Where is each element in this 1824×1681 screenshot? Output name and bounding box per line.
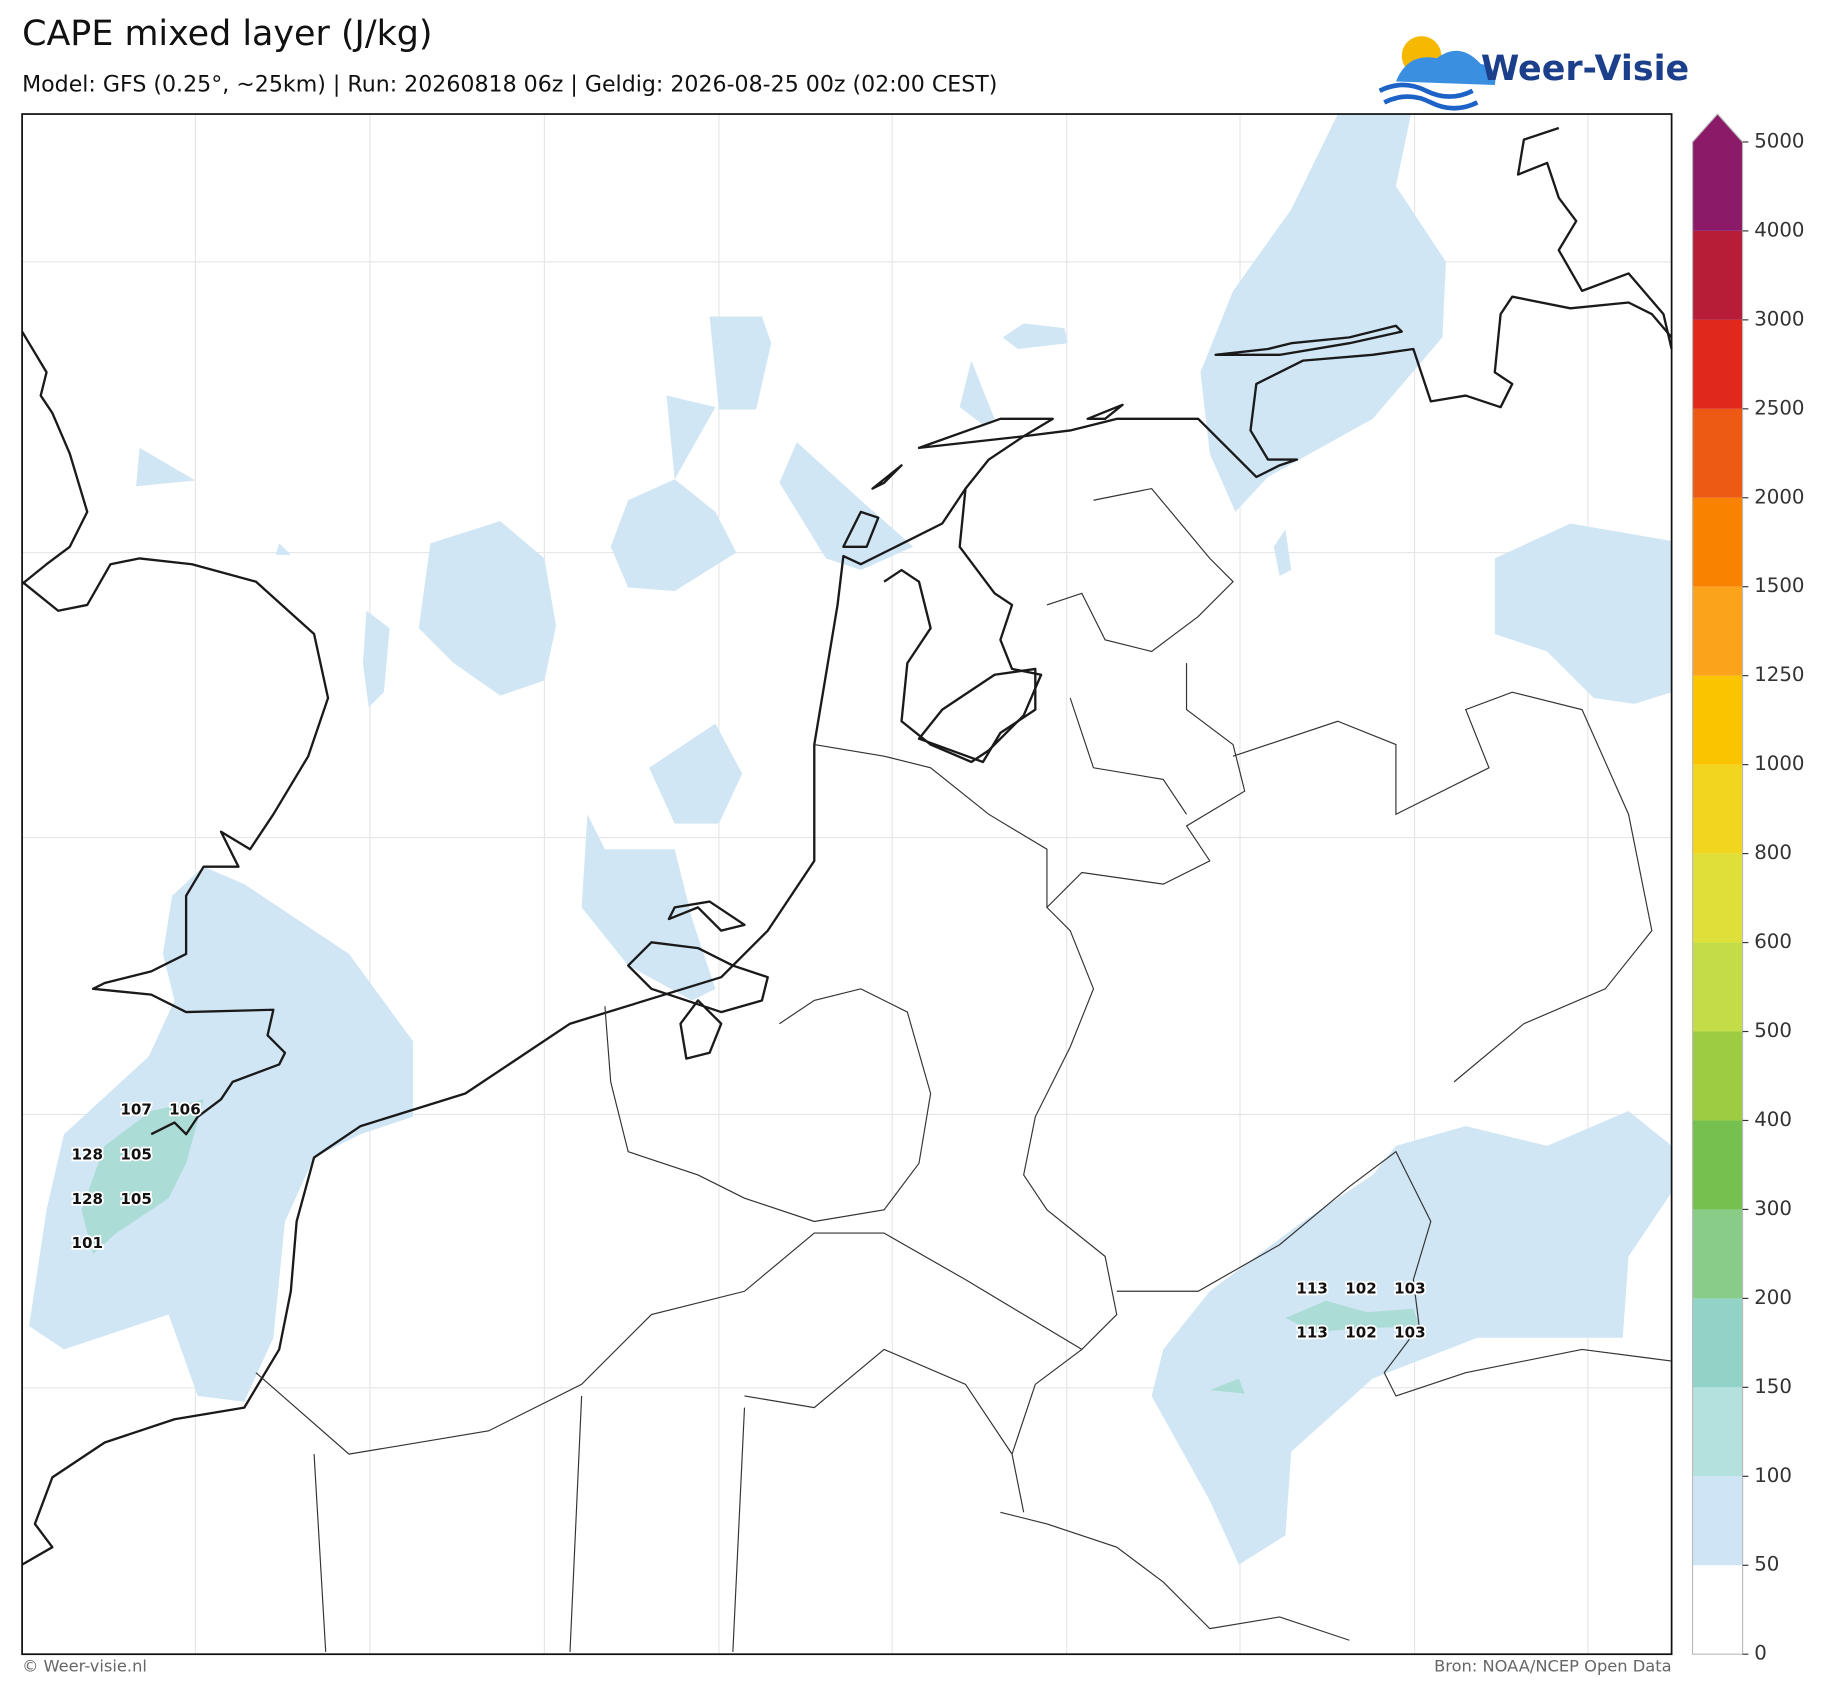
coastline [917, 667, 1037, 764]
cape-area [1273, 529, 1292, 576]
title: CAPE mixed layer (J/kg) [22, 14, 432, 54]
point-value: 105 [120, 1146, 152, 1164]
colorbar-segment [1692, 1387, 1743, 1477]
colorbar-segment [1692, 1209, 1743, 1299]
footer-credit: © Weer-visie.nl [22, 1657, 147, 1676]
point-values: 107 106 128 105 128 105 101 113 102 103 113 102 103 [70, 1099, 1428, 1344]
cape-area [649, 723, 743, 824]
colorbar-segment [1692, 1476, 1743, 1566]
cape-area [779, 442, 914, 571]
colorbar-segment [1692, 853, 1743, 943]
colorbar-outline [1691, 113, 1744, 1655]
cape-area [1209, 1378, 1245, 1394]
cape-area [29, 866, 413, 1402]
colorbar-tick-label: 600 [1754, 930, 1792, 953]
colorbar-tick-label: 2500 [1754, 396, 1804, 419]
colorbar-segment [1692, 586, 1743, 676]
colorbar-segment [1692, 1031, 1743, 1121]
border [1046, 487, 1234, 815]
colorbar-tick-label: 300 [1754, 1197, 1792, 1220]
colorbar-segment [1692, 319, 1743, 409]
colorbar-tick-label: 4000 [1754, 218, 1804, 241]
cape-area [709, 316, 772, 410]
point-value: 107 [120, 1100, 152, 1118]
border [255, 1232, 1350, 1652]
colorbar-segment [1692, 230, 1743, 320]
point-value: 106 [169, 1100, 201, 1118]
border [1116, 1150, 1672, 1397]
coastline [627, 900, 769, 1060]
coastline [21, 330, 89, 585]
colorbar-segment [1692, 942, 1743, 1032]
cape-area [581, 814, 716, 1001]
cape-areas [29, 114, 1672, 1565]
point-value: 103 [1394, 1279, 1426, 1297]
colorbar-segment [1692, 408, 1743, 498]
coastline [842, 324, 1403, 548]
point-value: 102 [1345, 1324, 1377, 1342]
point-value: 105 [120, 1190, 152, 1208]
colorbar-tick-label: 1250 [1754, 663, 1804, 686]
colorbar-segment [1692, 497, 1743, 587]
map [21, 113, 1673, 1656]
colorbar-segment [1692, 1298, 1743, 1388]
cape-area [1151, 1110, 1672, 1565]
border [1232, 691, 1653, 1083]
colorbar-segment [1692, 1565, 1743, 1655]
subtitle: Model: GFS (0.25°, ~25km) | Run: 2026081… [22, 71, 997, 97]
coastline [21, 295, 1673, 1566]
colorbar-tick-label: 1500 [1754, 574, 1804, 597]
cape-area [81, 1099, 204, 1255]
colorbar-segment [1692, 1120, 1743, 1210]
point-value: 101 [71, 1234, 103, 1252]
cape-area [1285, 1300, 1420, 1332]
border [1046, 663, 1246, 908]
cape-area [418, 521, 557, 696]
coastlines [21, 126, 1673, 1566]
colorbar-tick-label: 2000 [1754, 485, 1804, 508]
cape-area [1494, 523, 1672, 704]
colorbar-segment [1692, 675, 1743, 765]
map-frame [21, 113, 1673, 1656]
colorbar-tick-label: 5000 [1754, 129, 1804, 152]
logo-waves [1378, 82, 1479, 111]
colorbar: 0 50 100 150 200 300 400 500 600 800 1000 1250 1500 2… [1691, 113, 1805, 1665]
colorbar-tick-label: 3000 [1754, 307, 1804, 330]
cape-area [1002, 323, 1068, 350]
coastline [21, 557, 330, 1136]
coastline [1516, 126, 1673, 350]
point-value: 103 [1394, 1324, 1426, 1342]
border [814, 743, 1118, 1513]
colorbar-segment [1692, 764, 1743, 854]
colorbar-arrow [1692, 114, 1743, 231]
colorbar-tick-label: 150 [1754, 1375, 1792, 1398]
logo: Weer-Visie [1378, 36, 1689, 111]
logo-text: Weer-Visie [1481, 49, 1689, 89]
colorbar-tick-label: 100 [1754, 1464, 1792, 1487]
cape-area [666, 395, 716, 480]
colorbar-tick-label: 200 [1754, 1286, 1792, 1309]
cape-area [362, 610, 390, 708]
point-value: 128 [71, 1190, 103, 1208]
colorbar-tick-label: 400 [1754, 1108, 1792, 1131]
cape-area [959, 360, 995, 425]
colorbar-tick-label: 50 [1754, 1553, 1779, 1576]
border [604, 988, 932, 1223]
colorbar-tick-label: 1000 [1754, 752, 1804, 775]
point-value: 113 [1296, 1279, 1328, 1297]
point-value: 113 [1296, 1324, 1328, 1342]
footer-source: Bron: NOAA/NCEP Open Data [1434, 1657, 1672, 1676]
point-value: 102 [1345, 1279, 1377, 1297]
cape-area [610, 479, 737, 591]
colorbar-tick-label: 500 [1754, 1019, 1792, 1042]
colorbar-tick-label: 0 [1754, 1642, 1767, 1665]
point-value: 128 [71, 1146, 103, 1164]
cape-area [136, 447, 196, 487]
borders [255, 487, 1672, 1652]
colorbar-tick-label: 800 [1754, 841, 1792, 864]
logo-cloud [1395, 50, 1496, 85]
cape-area [1200, 114, 1446, 512]
cape-area [275, 543, 291, 555]
